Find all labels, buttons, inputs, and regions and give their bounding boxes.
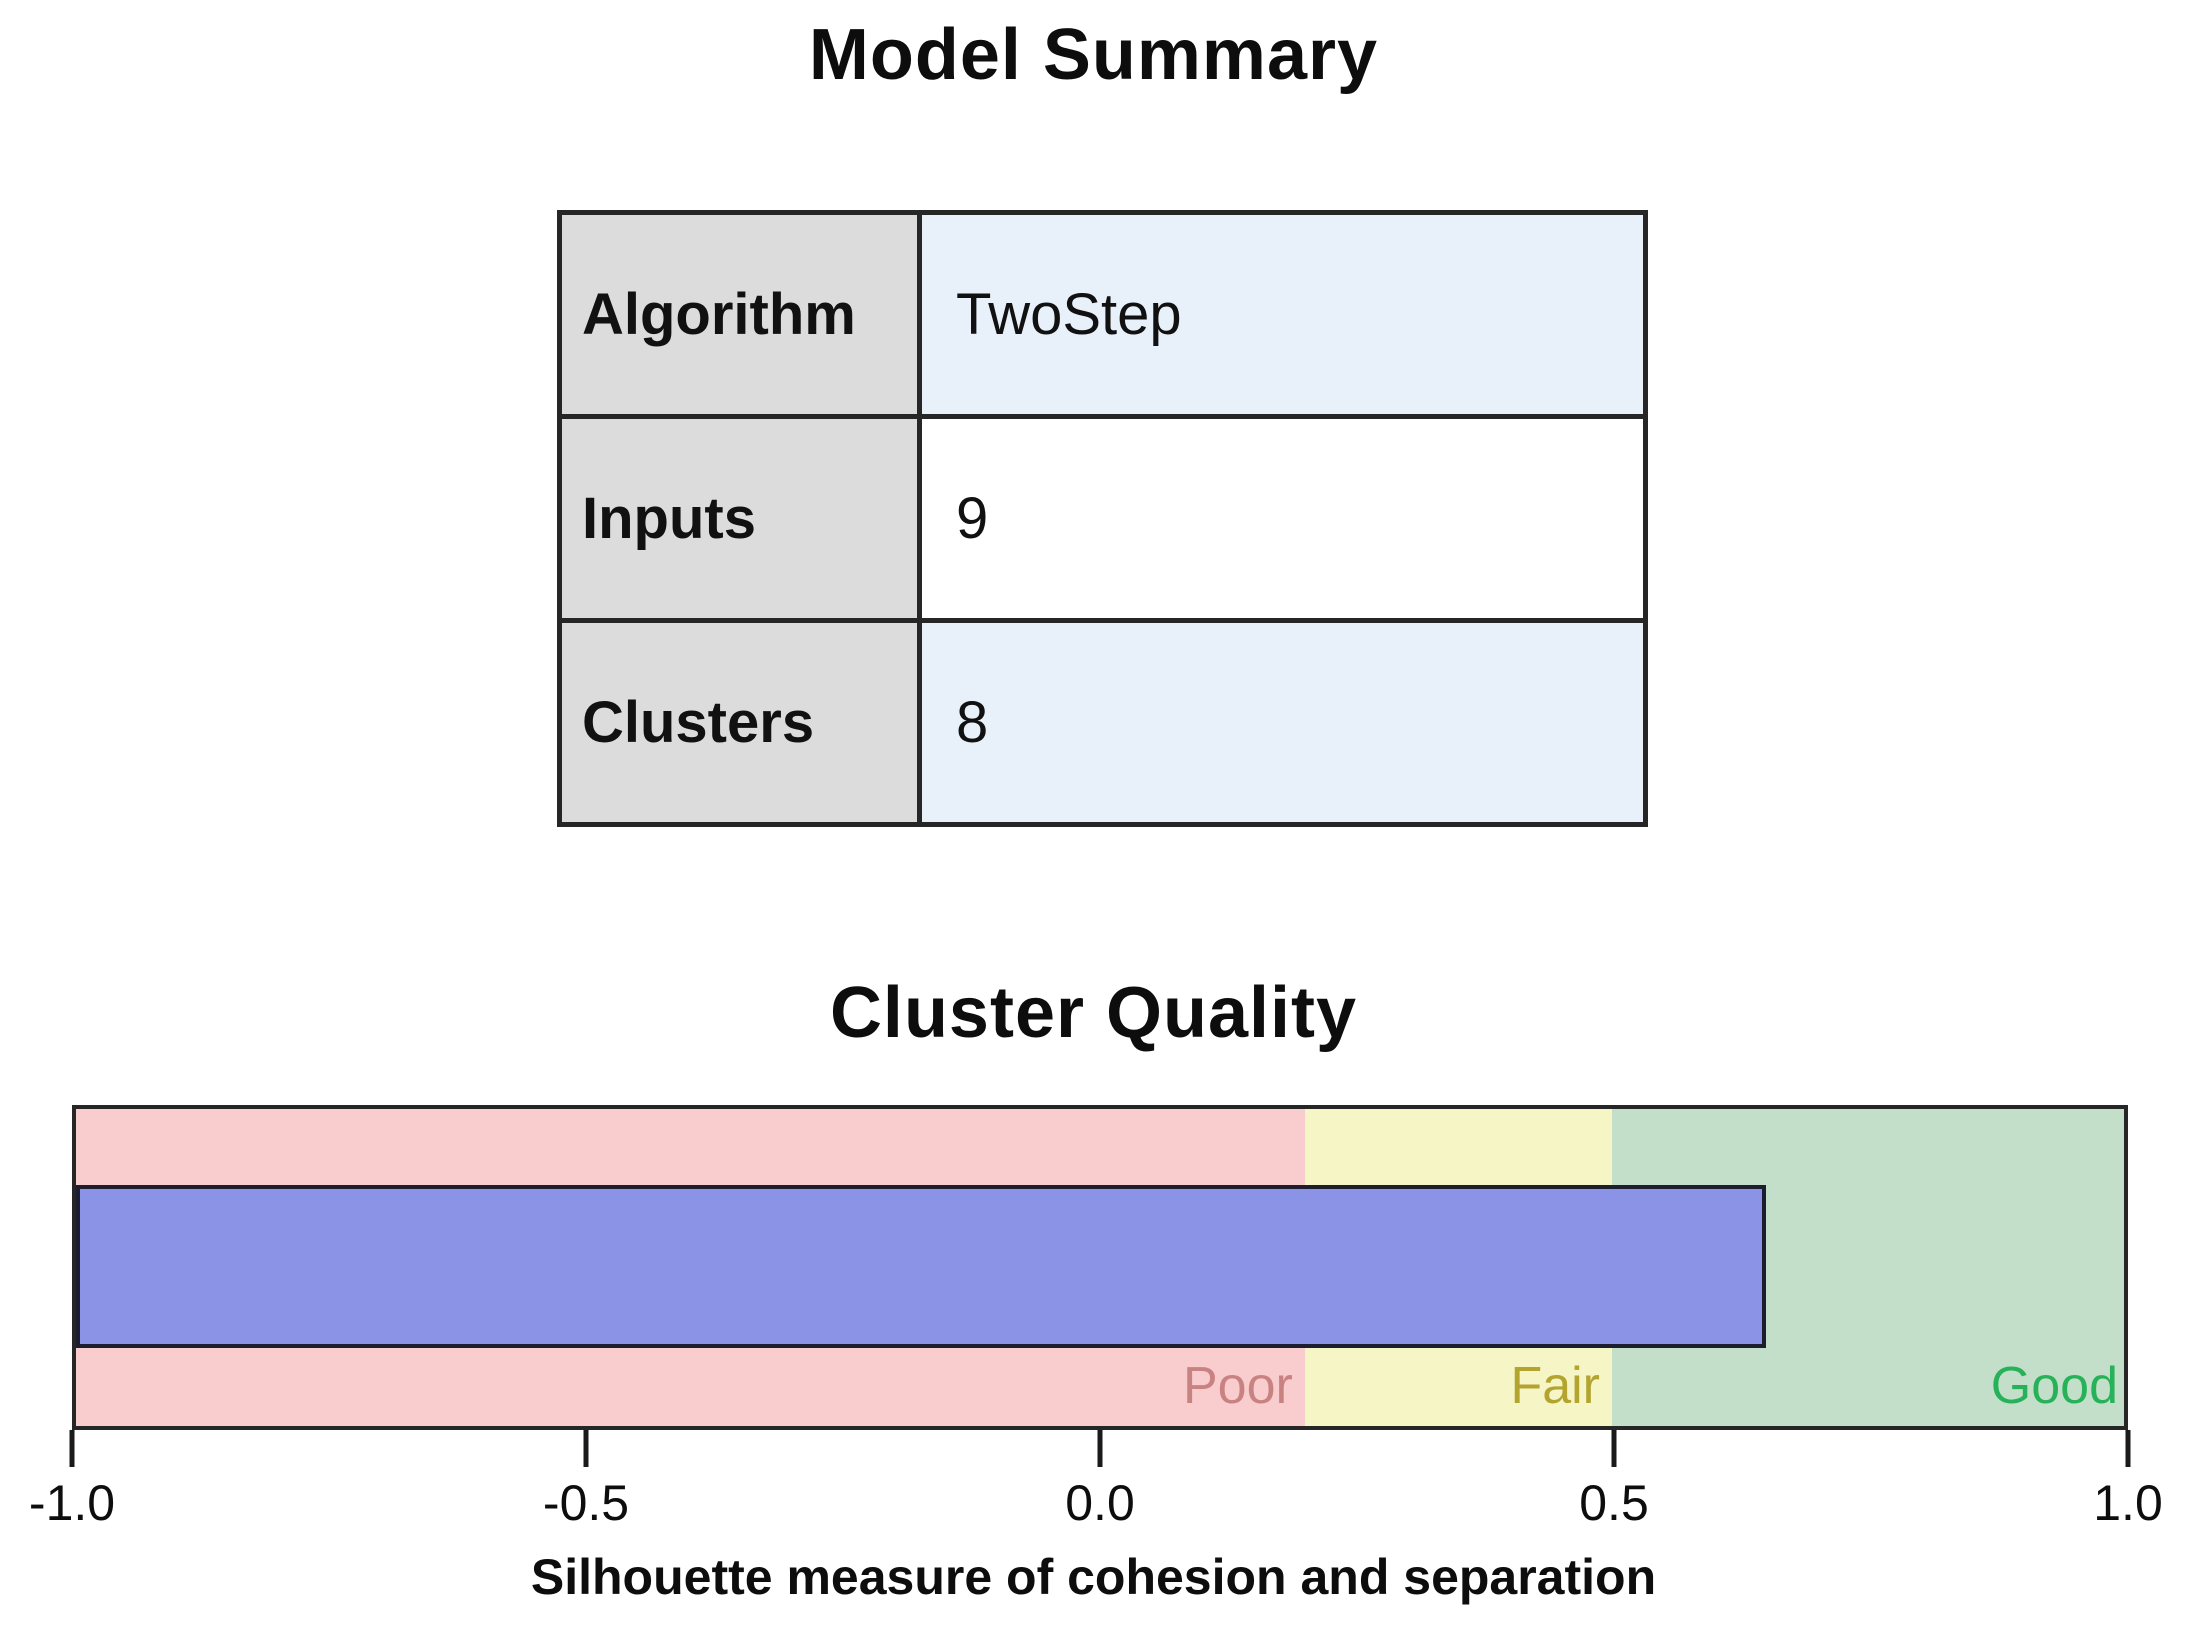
- model-summary-title: Model Summary: [808, 15, 1379, 95]
- tick-label: 0.5: [1579, 1475, 1649, 1531]
- row-label-algorithm: Algorithm: [557, 210, 922, 419]
- row-label-clusters: Clusters: [557, 618, 922, 827]
- row-value-inputs: 9: [917, 414, 1648, 623]
- tick-mark: [1097, 1430, 1103, 1467]
- row-value-clusters: 8: [917, 618, 1648, 827]
- tick-mark: [1611, 1430, 1617, 1467]
- tick-mark: [2125, 1430, 2131, 1467]
- zone-label-good: Good: [1990, 1357, 2118, 1415]
- table-row: Clusters 8: [557, 618, 1648, 827]
- table-row: Inputs 9: [557, 414, 1648, 623]
- tick-label: 0.0: [1065, 1475, 1135, 1531]
- x-axis-ticks: -1.0 -0.5 0.0 0.5 1.0: [29, 1430, 2163, 1540]
- row-label-inputs: Inputs: [557, 414, 922, 623]
- silhouette-bar: [76, 1185, 1766, 1348]
- cluster-quality-title: Cluster Quality: [829, 973, 1358, 1053]
- tick-mark: [69, 1430, 75, 1467]
- tick-label: -1.0: [28, 1475, 116, 1531]
- tick-label: 1.0: [2093, 1475, 2163, 1531]
- x-axis-title: Silhouette measure of cohesion and separ…: [530, 1549, 1657, 1605]
- row-value-algorithm: TwoStep: [917, 210, 1648, 419]
- tick-mark: [583, 1430, 589, 1467]
- table-row: Algorithm TwoStep: [557, 210, 1648, 419]
- zone-label-fair: Fair: [1510, 1357, 1600, 1415]
- tick-label: -0.5: [542, 1475, 630, 1531]
- zone-label-poor: Poor: [1182, 1357, 1293, 1415]
- model-summary-table: Algorithm TwoStep Inputs 9 Clusters 8: [557, 210, 1648, 827]
- cluster-quality-plot-area: Poor Fair Good: [72, 1105, 2128, 1430]
